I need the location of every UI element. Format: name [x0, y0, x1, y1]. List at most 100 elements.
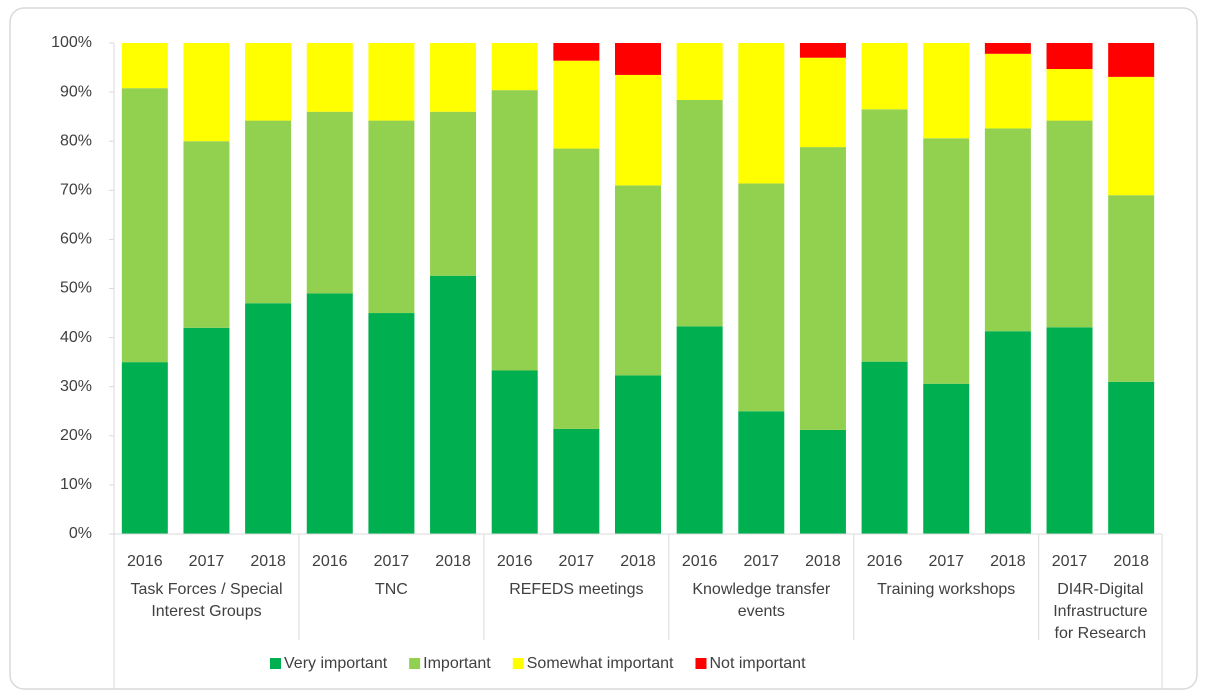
legend-label: Very important	[284, 655, 388, 672]
bar-segment	[553, 60, 600, 149]
bar-segment	[984, 53, 1031, 129]
bar-segment	[1108, 381, 1155, 534]
bar-segment	[984, 128, 1031, 332]
legend-label: Not important	[709, 655, 806, 672]
bar-segment	[1108, 195, 1155, 382]
bar-segment	[799, 429, 846, 534]
x-tick-label: 2017	[559, 553, 595, 570]
legend-swatch	[409, 658, 421, 669]
bar-segment	[738, 43, 785, 184]
bar-segment	[430, 275, 477, 534]
y-tick-label: 70%	[60, 182, 92, 199]
bar-segment	[430, 111, 477, 276]
bar-segment	[799, 57, 846, 148]
bar-segment	[676, 43, 723, 100]
bar-segment	[245, 303, 292, 534]
bar-segment	[306, 111, 353, 294]
bar-segment	[799, 147, 846, 430]
bar-segment	[1046, 69, 1093, 121]
bar-segment	[799, 43, 846, 58]
x-tick-label: 2017	[374, 553, 410, 570]
x-tick-label: 2018	[250, 553, 286, 570]
x-tick-label: 2016	[497, 553, 533, 570]
x-tick-label: 2017	[1052, 553, 1088, 570]
bar-segment	[553, 43, 600, 61]
bar-segment	[491, 90, 538, 371]
group-label: Training workshops	[877, 581, 1016, 598]
group-label: DI4R-Digital Infrastructure for Research	[1053, 581, 1148, 642]
x-tick-label: 2017	[743, 553, 779, 570]
bar-segment	[121, 362, 168, 534]
group-label: TNC	[374, 581, 408, 598]
bar-segment	[553, 148, 600, 429]
bar-segment	[183, 43, 230, 142]
y-tick-label: 80%	[60, 132, 92, 149]
bar-segment	[861, 361, 908, 534]
bar-segment	[923, 43, 970, 139]
bar-segment	[1108, 43, 1155, 77]
bar-segment	[491, 43, 538, 91]
bar-segment	[984, 331, 1031, 534]
bar-segment	[1046, 327, 1093, 534]
y-tick-label: 30%	[60, 378, 92, 395]
x-tick-label: 2018	[435, 553, 471, 570]
legend-swatch	[512, 658, 524, 669]
y-tick-label: 0%	[69, 525, 92, 542]
bar-segment	[121, 43, 168, 89]
bar-segment	[861, 43, 908, 110]
x-tick-label: 2018	[805, 553, 841, 570]
bar-segment	[553, 428, 600, 534]
y-tick-label: 60%	[60, 231, 92, 248]
bar-segment	[183, 327, 230, 534]
bar-segment	[615, 185, 661, 376]
bar-segment	[984, 43, 1031, 54]
bar-segment	[1046, 43, 1093, 70]
legend-label: Important	[423, 655, 491, 672]
bar-segment	[923, 138, 970, 384]
bar-segment	[368, 43, 415, 121]
x-tick-label: 2016	[867, 553, 903, 570]
bar-segment	[615, 43, 661, 75]
bar-segment	[1046, 120, 1093, 328]
y-tick-label: 100%	[51, 34, 92, 51]
bar-segment	[368, 120, 415, 314]
bar-segment	[676, 99, 723, 327]
x-tick-label: 2017	[928, 553, 964, 570]
x-tick-label: 2016	[127, 553, 163, 570]
y-tick-label: 90%	[60, 83, 92, 100]
x-tick-label: 2018	[620, 553, 656, 570]
y-tick-label: 40%	[60, 329, 92, 346]
x-tick-label: 2018	[990, 553, 1026, 570]
legend-label: Somewhat important	[527, 655, 674, 672]
bar-segment	[676, 326, 723, 534]
group-label: REFEDS meetings	[509, 581, 644, 598]
bar-segment	[615, 74, 661, 186]
bar-segment	[615, 375, 661, 534]
bar-segment	[861, 109, 908, 362]
bar-segment	[738, 411, 785, 534]
bar-segment	[430, 43, 477, 112]
bar-segment	[121, 88, 168, 363]
x-tick-label: 2017	[189, 553, 225, 570]
bar-segment	[491, 370, 538, 534]
bar-segment	[245, 43, 292, 121]
legend-swatch	[270, 658, 281, 669]
y-tick-label: 20%	[60, 427, 92, 444]
bar-segment	[183, 141, 230, 328]
bar-segment	[306, 43, 353, 112]
bar-segment	[368, 313, 415, 534]
bar-segment	[245, 120, 292, 304]
x-tick-label: 2016	[682, 553, 718, 570]
x-tick-label: 2018	[1113, 553, 1149, 570]
bar-segment	[923, 383, 970, 534]
bar-segment	[1108, 76, 1155, 196]
group-label: Task Forces / Special Interest Groups	[130, 581, 283, 620]
bar-segment	[738, 183, 785, 412]
bar-segment	[306, 293, 353, 534]
y-tick-label: 10%	[60, 476, 92, 493]
y-tick-label: 50%	[60, 280, 92, 297]
x-tick-label: 2016	[312, 553, 348, 570]
legend-swatch	[695, 658, 707, 669]
